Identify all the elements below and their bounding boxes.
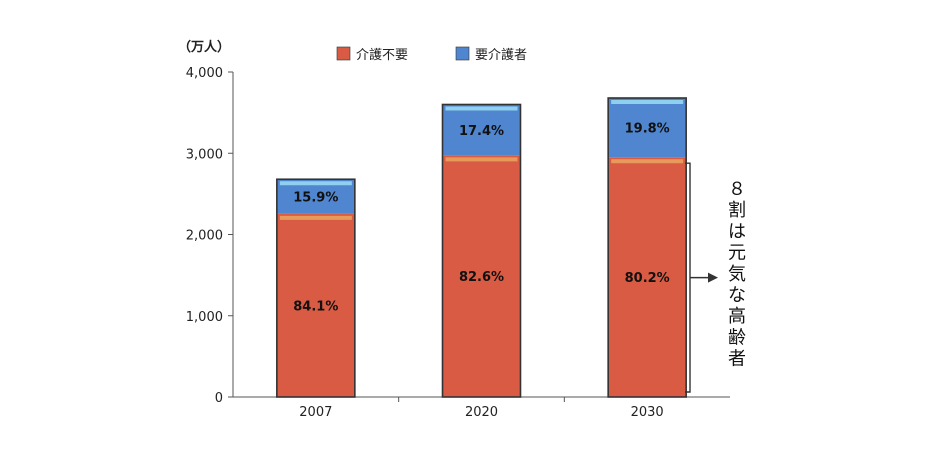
- data-label-percent: 19.8%: [625, 122, 670, 137]
- y-tick-label: 3,000: [186, 147, 223, 162]
- data-label-percent: 82.6%: [459, 270, 504, 285]
- annotation-character: ８: [728, 179, 746, 200]
- bar-segment-not-needing-care: [276, 213, 355, 397]
- annotation-character: 者: [728, 349, 746, 370]
- y-tick-label: 2,000: [186, 229, 223, 244]
- x-tick-label: 2007: [299, 405, 332, 420]
- bar-outline: [607, 97, 687, 398]
- data-label-percent: 84.1%: [293, 299, 338, 314]
- bar-segment-needing-care: [442, 104, 521, 156]
- bar-segment-needing-care: [608, 98, 687, 158]
- annotation-character: 高: [728, 306, 746, 327]
- y-tick-label: 1,000: [186, 310, 223, 325]
- bar-highlight-strip: [445, 157, 518, 162]
- bar-outline: [276, 178, 356, 398]
- legend-label-needing-care: 要介護者: [475, 47, 527, 63]
- plot-area: 0 1,000 2,000 3,000 4,000 2007 84.1% 15.9% 2020 8…: [186, 66, 746, 420]
- x-tick-label: 2020: [465, 405, 498, 420]
- x-tick-label: 2030: [631, 405, 664, 420]
- annotation-character: な: [728, 285, 746, 306]
- y-unit-label: （万人）: [178, 39, 230, 55]
- annotation-character: 元: [728, 243, 746, 264]
- bar-highlight-strip: [445, 106, 518, 111]
- bar-highlight-strip: [611, 100, 684, 104]
- legend-swatch-needing-care: [455, 46, 470, 61]
- data-label-percent: 15.9%: [293, 191, 338, 206]
- y-tick-label: 0: [215, 391, 223, 406]
- bar-segment-not-needing-care: [442, 155, 521, 397]
- bar-outline: [441, 103, 522, 398]
- bar-highlight-strip: [279, 181, 352, 186]
- data-label-percent: 80.2%: [625, 271, 670, 286]
- annotation-character: 気: [728, 264, 746, 285]
- bar-segment-not-needing-care: [608, 157, 687, 397]
- legend-swatch-not-needing-care: [336, 46, 351, 61]
- annotation-character: 割: [728, 200, 746, 221]
- annotation-character: 齢: [728, 327, 746, 348]
- bar-highlight-strip: [279, 215, 352, 220]
- data-label-percent: 17.4%: [459, 124, 504, 139]
- bar-highlight-strip: [611, 159, 684, 164]
- legend-label-not-needing-care: 介護不要: [356, 47, 408, 63]
- y-tick-label: 4,000: [186, 66, 223, 81]
- annotation-character: は: [728, 221, 746, 242]
- arrow-head: [708, 272, 718, 283]
